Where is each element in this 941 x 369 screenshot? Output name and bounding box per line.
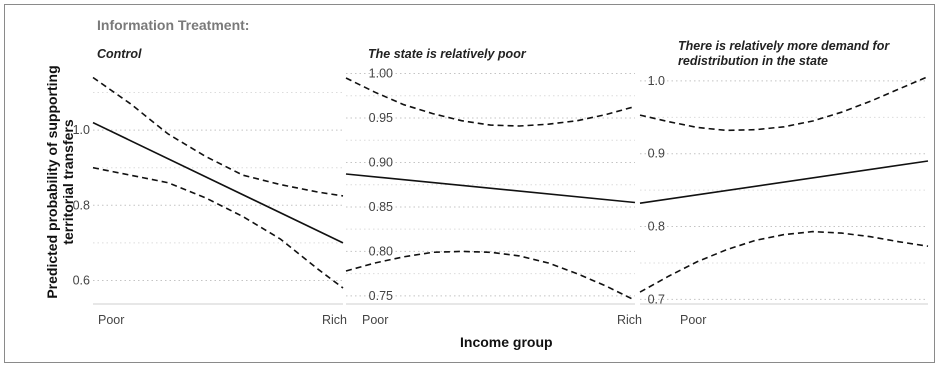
y-axis-label-line1: Predicted probability of supporting	[44, 65, 60, 299]
y-axis-label: Predicted probability of supporting terr…	[44, 32, 76, 332]
panel-2: 0.75 0.80 0.85 0.90 0.95 1.00 Poor Rich	[345, 67, 642, 327]
y-tick-label: 0.95	[369, 111, 393, 125]
x-tick-label: Rich	[617, 313, 642, 327]
x-tick-label: Rich	[322, 313, 347, 327]
y-tick-label: 1.00	[369, 67, 393, 81]
prediction-line	[639, 160, 929, 204]
figure-frame	[4, 4, 935, 363]
y-tick-label: 0.8	[648, 220, 665, 234]
y-tick-label: 1.0	[73, 123, 90, 137]
y-tick-label: 0.80	[369, 244, 393, 258]
y-tick-label: 0.9	[648, 147, 665, 161]
confidence-bound-line	[345, 77, 636, 127]
y-axis-label-line2: territorial transfers	[60, 119, 76, 245]
figure-header: Information Treatment:	[97, 17, 250, 33]
y-tick-label: 0.6	[73, 273, 90, 287]
x-tick-label: Poor	[362, 313, 388, 327]
confidence-bound-line	[639, 230, 929, 293]
x-tick-label: Poor	[680, 313, 706, 327]
prediction-line	[92, 121, 344, 244]
prediction-line	[345, 173, 636, 204]
panel-1: 0.6 0.8 1.0 Poor Rich	[73, 76, 347, 327]
y-tick-label: 0.85	[369, 200, 393, 214]
panel-2-title: The state is relatively poor	[368, 47, 526, 61]
panel-3-title: There is relatively more demand for redi…	[678, 39, 890, 68]
y-tick-label: 0.90	[369, 155, 393, 169]
y-tick-label: 0.7	[648, 292, 665, 306]
x-axis-label: Income group	[460, 334, 553, 350]
panel-1-title: Control	[97, 47, 142, 61]
confidence-bound-line	[92, 166, 344, 289]
y-tick-label: 1.0	[648, 74, 665, 88]
panel-3: 0.7 0.8 0.9 1.0 Poor	[639, 74, 929, 327]
y-tick-label: 0.8	[73, 198, 90, 212]
confidence-bound-line	[639, 75, 929, 132]
confidence-bound-line	[92, 76, 344, 197]
x-tick-label: Poor	[98, 313, 124, 327]
y-tick-label: 0.75	[369, 289, 393, 303]
